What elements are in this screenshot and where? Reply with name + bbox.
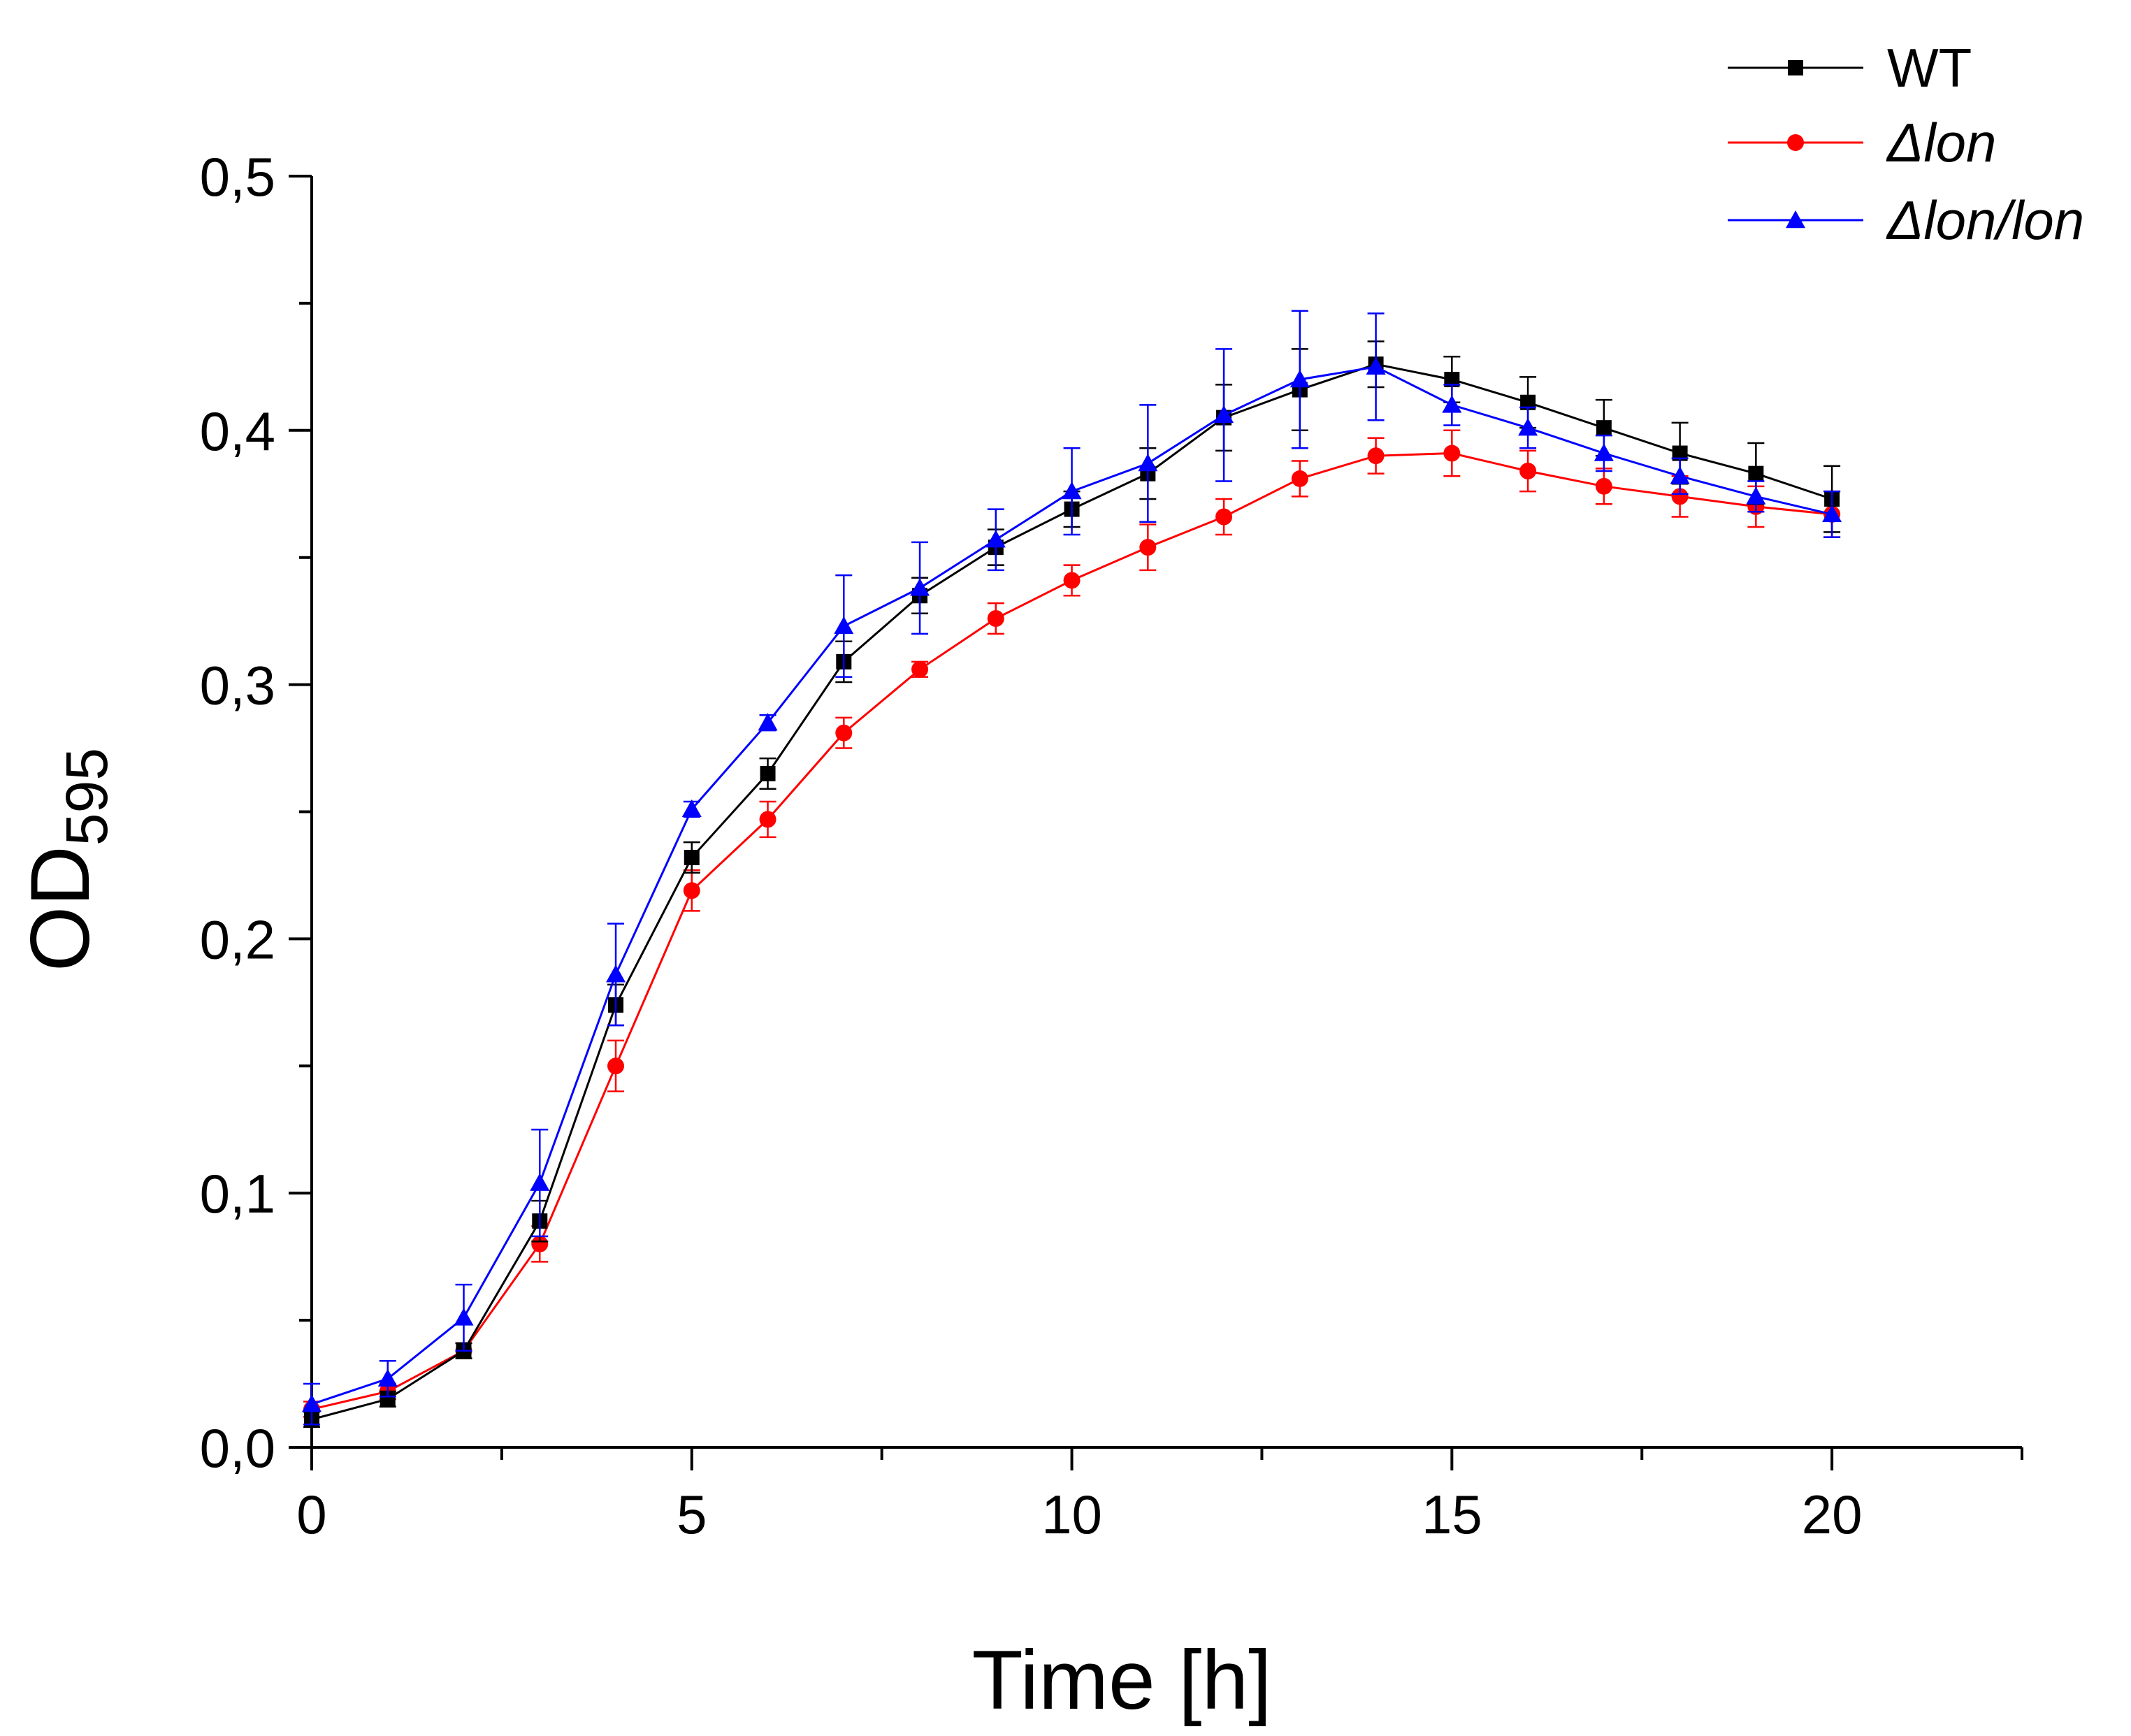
data-point [1748,465,1764,482]
legend-marker [1786,210,1805,229]
data-point [607,1057,625,1075]
data-point [759,811,776,828]
x-tick-label: 10 [1041,1484,1102,1545]
y-axis-title-sub: 595 [54,748,120,846]
data-point [684,849,700,865]
data-point [531,1235,549,1252]
data-point [835,724,853,742]
data-point [1290,370,1310,388]
legend: WT Δlon Δlon/lon [1728,37,2084,251]
data-point [681,799,702,818]
data-point [911,660,929,678]
data-point [1746,486,1766,505]
y-axis-title-main: OD [13,846,107,971]
y-tick-label: 0,1 [200,1163,275,1224]
data-point [1822,504,1842,523]
data-point [1063,572,1081,589]
data-point [1672,445,1688,461]
data-point [1520,394,1536,410]
data-point [1291,470,1308,487]
svg-text:OD595: OD595 [13,748,120,971]
data-point [1367,447,1385,465]
data-point [1366,356,1386,375]
data-point [1062,482,1082,500]
data-point [302,1394,322,1412]
data-point [606,964,626,983]
x-tick-label: 5 [677,1484,707,1545]
legend-label: WT [1887,37,1972,99]
axes [310,176,2022,1449]
ticks: 0 5 10 15 20 0,0 0,1 0,2 0,3 0,4 0,5 [200,146,2023,1545]
series-dlon-lon [302,310,1842,1426]
data-point [985,530,1006,548]
data-point [530,1173,550,1191]
data-point [760,765,776,781]
y-axis-title: OD595 [13,748,120,971]
legend-label: Δlon [1886,112,1996,173]
data-point [380,1391,396,1407]
data-point [758,713,778,731]
data-point [834,616,854,635]
data-point [987,610,1004,628]
data-point [1671,488,1689,505]
data-point [1215,508,1233,526]
y-tick-label: 0,5 [200,146,275,208]
data-point [1214,405,1234,424]
data-point [1442,395,1462,413]
data-point [1139,539,1157,556]
series-dlon [303,429,1841,1418]
legend-label: Δlon/lon [1886,189,2084,251]
series-layer [302,310,1842,1428]
x-tick-label: 15 [1422,1484,1482,1545]
legend-item: Δlon/lon [1728,189,2084,251]
y-tick-label: 0,4 [200,400,275,462]
y-tick-label: 0,0 [200,1417,275,1479]
y-tick-label: 0,3 [200,655,275,716]
x-tick-label: 0 [296,1484,326,1545]
data-point [1444,372,1460,388]
data-point [454,1308,474,1326]
data-point [1138,454,1158,472]
legend-item: WT [1728,37,1972,99]
data-point [377,1368,398,1387]
data-point [1518,418,1538,436]
legend-marker [1787,134,1804,151]
data-point [1443,444,1461,462]
data-point [1595,477,1612,495]
data-point [1594,443,1614,461]
data-point [910,578,930,596]
x-tick-label: 20 [1802,1484,1863,1545]
data-point [1519,463,1537,480]
legend-marker [1788,60,1803,75]
series-line [311,451,1833,1410]
y-tick-label: 0,2 [200,909,275,970]
data-point [1670,466,1690,484]
legend-item: Δlon [1728,112,1996,173]
data-point [1596,420,1612,436]
x-axis-title: Time [h] [972,1633,1272,1727]
data-point [683,882,700,899]
